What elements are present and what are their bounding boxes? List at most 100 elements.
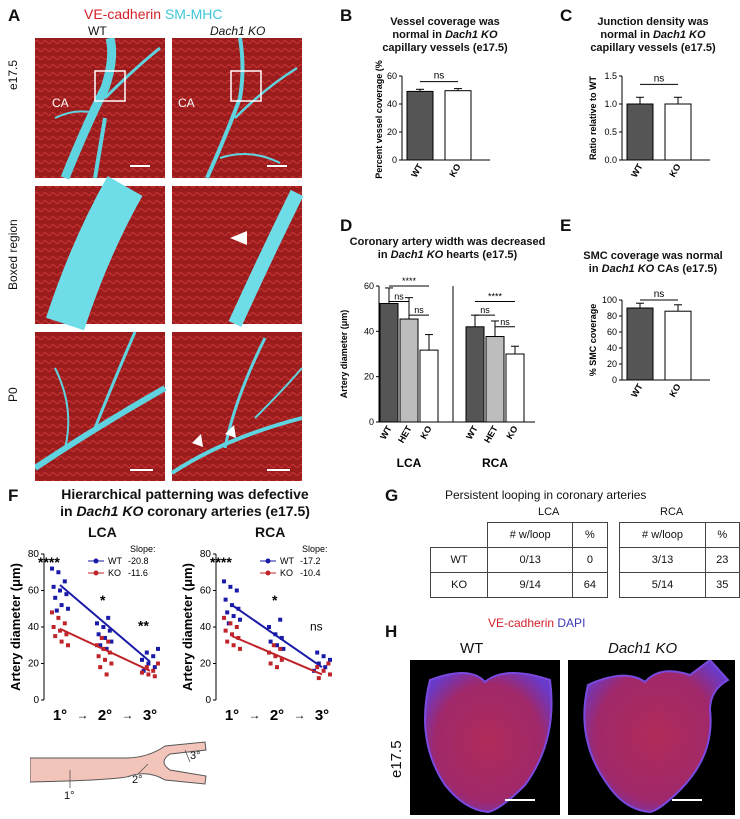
y-tick-label: 20 <box>364 372 374 382</box>
bar <box>419 349 439 423</box>
panel-H-hearts <box>410 660 735 815</box>
x-tick-label: HET <box>396 424 414 445</box>
chart-F-rca: 0 20 40 60 80 Artery diameter (μm) 1° 2° 3° → → WT -… <box>180 544 332 724</box>
legend-slope: -20.8 <box>128 556 149 566</box>
stain-ve-cadherin: VE-cadherin <box>84 6 162 22</box>
panel-E-label: E <box>560 216 572 235</box>
panel-F-rca-title: RCA <box>255 524 286 540</box>
significance-label: **** <box>488 292 503 302</box>
panel-H-row: e17.5 <box>388 740 405 778</box>
data-point <box>316 676 321 681</box>
bar <box>664 310 692 381</box>
data-point <box>222 579 226 584</box>
data-point <box>109 661 114 666</box>
data-point <box>151 654 156 659</box>
significance-label: ns <box>654 289 665 300</box>
data-point <box>58 628 62 633</box>
data-point <box>95 621 99 626</box>
y-tick-label: 40 <box>387 99 397 109</box>
arrow-icon: → <box>294 708 306 722</box>
data-point <box>156 661 160 666</box>
panel-F-lca-title: LCA <box>88 524 117 540</box>
panel-A-col-wt: WT <box>88 24 107 38</box>
group-label-lca: LCA <box>397 456 422 470</box>
bar <box>626 307 654 381</box>
data-point <box>230 603 234 608</box>
data-point <box>64 592 69 597</box>
significance-label: **** <box>402 276 417 286</box>
data-point <box>230 632 234 637</box>
significance-label: ns <box>414 305 424 315</box>
fit-line <box>59 584 151 663</box>
data-point <box>222 615 226 620</box>
data-point <box>106 615 111 620</box>
bar <box>399 318 419 423</box>
panel-A-col-ko: Dach1 KO <box>210 24 266 38</box>
chart-C: 0.0 0.5 1.0 1.5 Ratio relative to WT WT KO ns <box>588 71 710 179</box>
x-tick-label: WT <box>378 424 394 442</box>
data-point <box>223 597 228 602</box>
data-point <box>98 665 103 670</box>
data-point <box>223 628 228 633</box>
data-point <box>50 610 54 615</box>
y-tick-label: 80 <box>607 311 617 321</box>
fit-line <box>231 604 323 668</box>
panel-A-row-p0: P0 <box>6 387 20 402</box>
panel-A-row-e175: e17.5 <box>6 59 20 90</box>
x-tick-label: KO <box>504 424 519 441</box>
ca-label-wt: CA <box>52 96 69 110</box>
y-tick-label: 0 <box>33 695 39 706</box>
data-point <box>56 570 61 575</box>
panel-C-title: Junction density was normal in Dach1 KO … <box>590 16 716 54</box>
y-tick-label: 60 <box>28 586 40 597</box>
y-axis-label: Artery diameter (μm) <box>8 563 23 691</box>
panel-H-stain-legend: VE-cadherin DAPI <box>488 616 586 630</box>
data-point <box>328 672 332 677</box>
x-tick-label: 3° <box>143 707 157 724</box>
x-tick-label: WT <box>409 162 425 180</box>
data-point <box>273 654 278 659</box>
panel-D-title: Coronary artery width was decreased in D… <box>349 236 546 261</box>
data-point <box>51 625 56 629</box>
legend-label: WT <box>280 556 294 566</box>
panel-A-stain-legend: VE-cadherin SM-MHC <box>84 6 222 22</box>
y-tick-label: 20 <box>28 659 40 670</box>
significance-label: ns <box>310 620 323 634</box>
y-axis-label: Ratio relative to WT <box>588 75 598 160</box>
y-tick-label: 40 <box>200 622 212 633</box>
data-point <box>140 670 144 675</box>
data-point <box>238 646 242 651</box>
data-point <box>268 661 273 666</box>
significance-label: **** <box>38 554 60 570</box>
table-row: WT 0/13 0 3/13 23 <box>429 547 740 573</box>
data-point <box>101 625 106 629</box>
data-point <box>321 668 326 673</box>
legend-slope: -17.2 <box>300 556 321 566</box>
panel-H-col-ko: Dach1 KO <box>608 640 678 657</box>
data-point <box>62 579 67 584</box>
data-point <box>140 657 144 662</box>
data-point <box>59 603 64 608</box>
data-point <box>234 625 239 629</box>
bar <box>626 103 654 161</box>
data-point <box>144 650 149 655</box>
data-point <box>103 657 107 662</box>
y-axis-label: Artery diameter (μm) <box>339 310 349 399</box>
artery-schematic <box>30 741 207 788</box>
y-tick-label: 20 <box>607 359 617 369</box>
data-point <box>278 617 283 622</box>
data-point <box>103 635 107 640</box>
y-tick-label: 0 <box>205 695 211 706</box>
ca-label-ko: CA <box>178 96 195 110</box>
panel-A-label: A <box>8 6 21 25</box>
data-point <box>53 595 58 600</box>
group-label-rca: RCA <box>482 456 508 470</box>
data-point <box>323 665 328 670</box>
y-tick-label: 1.0 <box>604 99 617 109</box>
arrow-icon: → <box>249 708 261 722</box>
data-point <box>62 621 67 626</box>
chart-F-lca: 0 20 40 60 80 Artery diameter (μm) 1° 2° 3° → → WT -… <box>8 544 160 724</box>
data-point <box>51 584 56 589</box>
x-tick-label: 3° <box>315 707 329 724</box>
